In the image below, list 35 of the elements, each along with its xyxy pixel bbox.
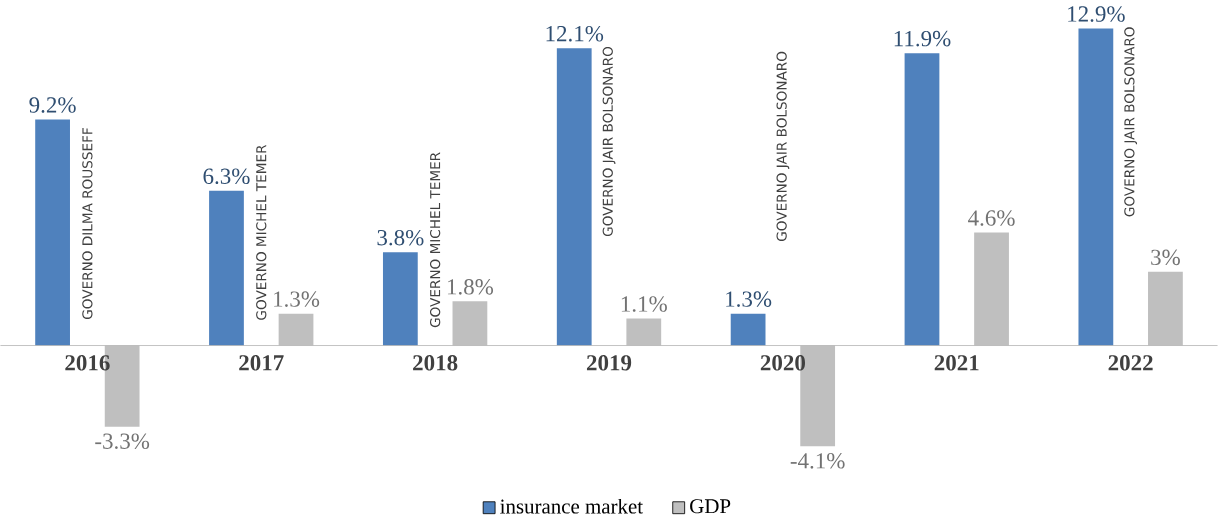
data-label: 1.8% [447, 278, 494, 295]
x-tick-label: 2022 [1108, 354, 1153, 371]
data-label: 3.8% [377, 229, 424, 246]
bar [209, 190, 244, 346]
x-tick-label: 2018 [413, 354, 458, 371]
bar [1078, 28, 1114, 346]
bar [278, 313, 314, 346]
data-label: 9.2% [29, 96, 76, 113]
bar [452, 300, 488, 346]
bar [904, 52, 940, 346]
data-label: 4.6% [968, 209, 1015, 226]
data-label: 12.9% [1068, 5, 1125, 22]
bar [556, 47, 592, 346]
x-tick-label: 2017 [239, 354, 284, 371]
bar [35, 119, 70, 346]
x-tick-label: 2019 [586, 354, 632, 371]
bar [382, 251, 418, 346]
x-tick-label: 2021 [934, 354, 979, 371]
data-label: -3.3% [95, 432, 150, 449]
legend-label: insurance market [500, 498, 643, 514]
data-label: -4.1% [790, 452, 845, 469]
data-label: 1.3% [274, 290, 320, 307]
x-tick-label: 2016 [65, 354, 110, 371]
data-label: 1.3% [726, 290, 772, 307]
bar [626, 318, 662, 346]
legend-label: GDP [690, 498, 731, 513]
data-label: 6.3% [203, 168, 250, 184]
data-label: 1.1% [621, 295, 667, 312]
bar [730, 313, 766, 346]
bar [974, 232, 1009, 346]
bar [1148, 271, 1183, 346]
data-label: 12.1% [546, 25, 604, 42]
data-label: 11.9% [894, 30, 951, 47]
x-tick-label: 2020 [760, 354, 806, 371]
data-label: 3% [1151, 249, 1180, 265]
